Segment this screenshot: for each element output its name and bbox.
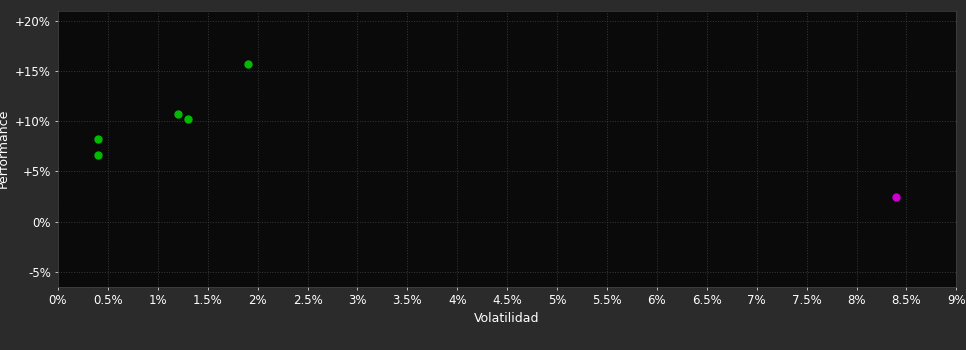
- Point: [90, 136, 105, 142]
- X-axis label: Volatilidad: Volatilidad: [474, 313, 540, 326]
- Y-axis label: Performance: Performance: [0, 109, 10, 188]
- Point: [889, 194, 904, 199]
- Point: [240, 61, 255, 66]
- Point: [180, 116, 195, 122]
- Point: [170, 111, 185, 117]
- Point: [90, 153, 105, 158]
